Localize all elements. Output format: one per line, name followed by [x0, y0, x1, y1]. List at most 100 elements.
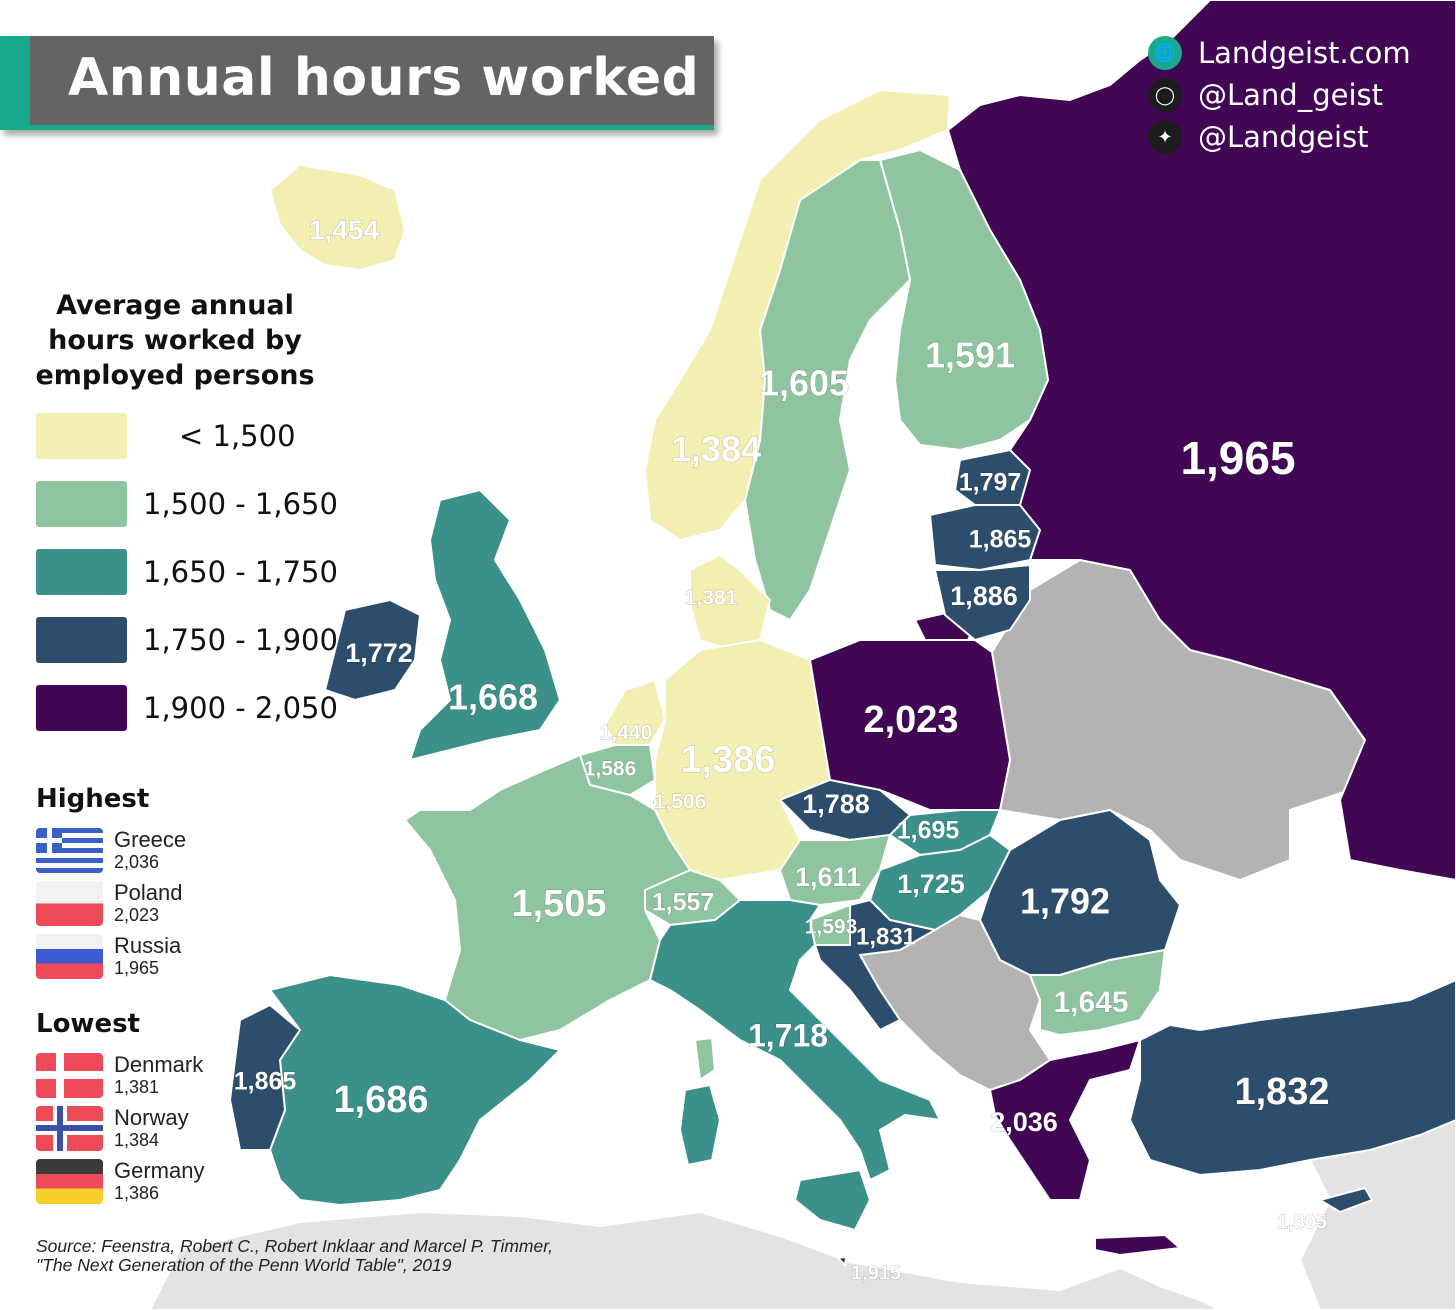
- legend-label: 1,750 - 1,900: [143, 623, 338, 657]
- denmark-flag-icon: [36, 1053, 103, 1098]
- crete: [1094, 1234, 1181, 1256]
- lowest-heading: Lowest: [36, 1009, 140, 1039]
- russia-flag-icon: [36, 934, 103, 979]
- social-links: 🌐 Landgeist.com ◯ @Land_geist ✦ @Landgei…: [1148, 32, 1411, 158]
- legend-title: Average annual hours worked by employed …: [20, 288, 330, 393]
- map-value-label: 1,505: [511, 883, 606, 925]
- map-value-label: 1,718: [748, 1017, 828, 1053]
- germany-flag-icon: [36, 1159, 103, 1204]
- legend-swatch: [36, 617, 127, 663]
- lowest-item-denmark: Denmark 1,381: [36, 1053, 203, 1098]
- map-value-label: 1,506: [654, 791, 707, 814]
- rank-value: 1,965: [114, 958, 160, 978]
- map-value-label: 1,386: [680, 739, 775, 781]
- norway-flag-icon: [36, 1106, 103, 1151]
- map-value-label: 1,557: [652, 889, 715, 917]
- legend-item: 1,650 - 1,750: [36, 549, 338, 595]
- social-twitter[interactable]: ✦ @Landgeist: [1148, 116, 1411, 158]
- source-line: Source: Feenstra, Robert C., Robert Inkl…: [36, 1236, 553, 1256]
- legend-title-line: employed persons: [35, 360, 315, 391]
- croatia: [814, 899, 936, 1031]
- malta: [837, 1256, 847, 1266]
- social-website-text: Landgeist.com: [1198, 36, 1411, 70]
- rank-text: Norway 1,384: [114, 1105, 189, 1151]
- rank-country: Poland: [114, 880, 183, 905]
- social-instagram-text: @Land_geist: [1198, 78, 1384, 112]
- rank-text: Greece 2,036: [114, 827, 187, 873]
- map-value-label: 1,686: [333, 1079, 428, 1121]
- norway: [644, 89, 951, 541]
- france: [404, 754, 691, 1041]
- map-value-label: 1,805: [1277, 1211, 1327, 1233]
- map-value-label: 1,832: [1234, 1071, 1329, 1113]
- greece-flag-icon: [36, 828, 103, 873]
- map-value-label: 1,384: [671, 429, 761, 470]
- latvia: [929, 504, 1041, 571]
- source-citation: Source: Feenstra, Robert C., Robert Inkl…: [36, 1237, 553, 1275]
- title-banner: Annual hours worked: [0, 36, 714, 130]
- map-value-label: 1,915: [851, 1262, 901, 1284]
- legend-label: < 1,500: [179, 419, 296, 453]
- map-value-label: 1,865: [234, 1068, 297, 1096]
- rank-text: Germany 1,386: [114, 1159, 204, 1204]
- turkey: [1129, 979, 1456, 1176]
- legend-swatch: [36, 481, 127, 527]
- legend-item: 1,900 - 2,050: [36, 685, 338, 731]
- rank-value: 1,384: [114, 1130, 160, 1150]
- map-value-label: 1,865: [969, 526, 1032, 554]
- rank-value: 1,386: [114, 1183, 160, 1203]
- legend-swatch: [36, 685, 127, 731]
- rank-country: Greece: [114, 827, 187, 852]
- title-accent-bar: [0, 36, 30, 130]
- map-value-label: 1,591: [925, 335, 1015, 376]
- rank-text: Poland 2,023: [114, 880, 183, 926]
- globe-icon: 🌐: [1148, 36, 1182, 70]
- united-kingdom: [409, 489, 561, 761]
- social-instagram[interactable]: ◯ @Land_geist: [1148, 74, 1411, 116]
- romania: [979, 809, 1181, 976]
- map-value-label: 1,886: [950, 581, 1018, 611]
- map-value-label: 1,645: [1053, 986, 1128, 1019]
- source-line: "The Next Generation of the Penn World T…: [36, 1255, 452, 1275]
- map-value-label: 1,611: [795, 862, 861, 892]
- map-value-label: 2,023: [863, 699, 958, 741]
- legend-label: 1,650 - 1,750: [143, 555, 338, 589]
- greece: [989, 1039, 1141, 1201]
- map-value-label: 1,797: [959, 469, 1022, 497]
- social-twitter-text: @Landgeist: [1198, 120, 1369, 154]
- highest-heading: Highest: [36, 784, 150, 814]
- map-value-label: 1,831: [856, 923, 916, 950]
- bulgaria: [1029, 949, 1166, 1036]
- legend-item: 1,500 - 1,650: [36, 481, 338, 527]
- map-value-label: 1,381: [685, 587, 738, 610]
- legend-title-line: Average annual: [56, 290, 294, 321]
- sicily: [794, 1169, 871, 1231]
- map-value-label: 1,965: [1180, 432, 1295, 484]
- poland-flag-icon: [36, 881, 103, 926]
- map-value-label: 2,036: [990, 1107, 1058, 1137]
- rank-country: Denmark: [114, 1052, 204, 1077]
- title-underline: [30, 125, 714, 130]
- map-value-label: 1,725: [897, 869, 965, 899]
- rank-text: Russia 1,965: [114, 933, 182, 979]
- map-value-label: 1,586: [584, 758, 637, 781]
- iceland: [269, 164, 406, 271]
- legend-item: < 1,500: [36, 413, 296, 459]
- legend-swatch: [36, 413, 127, 459]
- cyprus: [1319, 1187, 1373, 1213]
- map-value-label: 1,454: [309, 214, 379, 245]
- italy: [649, 899, 941, 1181]
- ireland: [324, 599, 421, 701]
- corsica: [694, 1037, 716, 1081]
- map-value-label: 1,440: [600, 722, 653, 745]
- highest-item-poland: Poland 2,023: [36, 881, 183, 926]
- rank-country: Russia: [114, 933, 182, 958]
- twitter-icon: ✦: [1148, 120, 1182, 154]
- rank-country: Norway: [114, 1105, 189, 1130]
- map-value-label: 1,792: [1020, 881, 1110, 922]
- social-website[interactable]: 🌐 Landgeist.com: [1148, 32, 1411, 74]
- map-value-label: 1,772: [345, 638, 413, 668]
- highest-item-greece: Greece 2,036: [36, 828, 186, 873]
- map-value-label: 1,605: [759, 363, 849, 404]
